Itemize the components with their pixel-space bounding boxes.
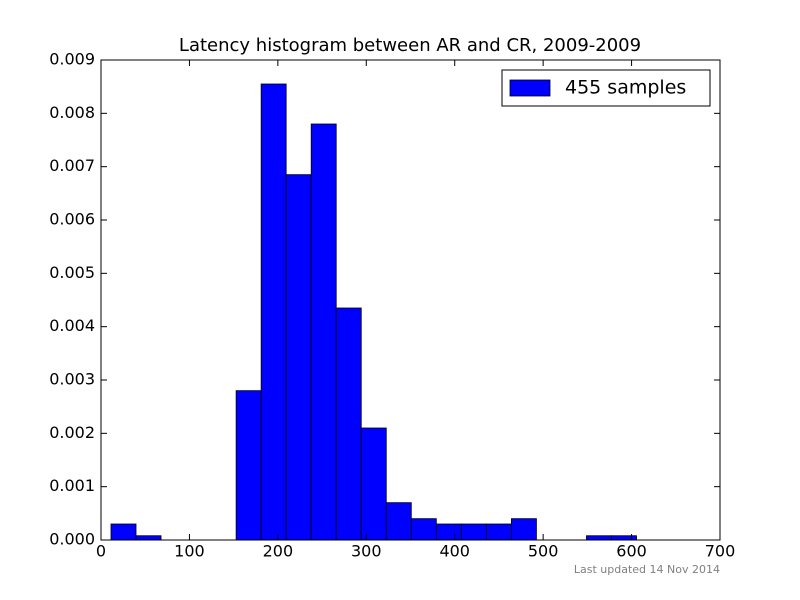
footer: Last updated 14 Nov 2014: [574, 563, 720, 576]
y-tick-label: 0.001: [49, 476, 95, 495]
y-tick-label: 0.006: [49, 210, 95, 229]
bar: [385, 502, 412, 541]
y-tick-label: 0.003: [49, 370, 95, 389]
bar: [360, 427, 387, 541]
y-tick-label: 0.005: [49, 263, 95, 282]
legend-label: 455 samples: [565, 77, 686, 99]
y-tick-label: 0.004: [49, 316, 95, 335]
plot-frame: [100, 59, 721, 541]
bar: [586, 535, 612, 541]
bar: [310, 123, 337, 541]
x-tick-label: 100: [174, 542, 205, 561]
y-tick-label: 0.007: [49, 156, 95, 175]
bar: [335, 307, 362, 541]
bar: [435, 523, 462, 541]
y-tick-label: 0.008: [49, 103, 95, 122]
bar: [135, 535, 162, 541]
x-tick-label: 500: [528, 542, 559, 561]
bar: [485, 523, 512, 541]
x-tick-label: 700: [705, 542, 736, 561]
bar: [460, 523, 487, 541]
bar: [260, 83, 287, 541]
x-tick-label: 300: [351, 542, 382, 561]
bar: [510, 518, 537, 541]
y-tick-label: 0.009: [49, 50, 95, 69]
x-tick-label: 400: [439, 542, 470, 561]
chart-title: Latency histogram between AR and CR, 200…: [179, 35, 641, 56]
x-tick-label: 600: [616, 542, 647, 561]
bar: [410, 518, 437, 541]
x-tick-label: 200: [263, 542, 294, 561]
bar: [110, 523, 137, 541]
y-tick-label: 0.002: [49, 423, 95, 442]
bar: [611, 535, 637, 541]
x-tick-label: 0: [96, 542, 106, 561]
bar: [235, 390, 262, 541]
legend-swatch: [509, 79, 551, 97]
bar: [285, 174, 312, 541]
y-tick-label: 0.000: [49, 530, 95, 549]
